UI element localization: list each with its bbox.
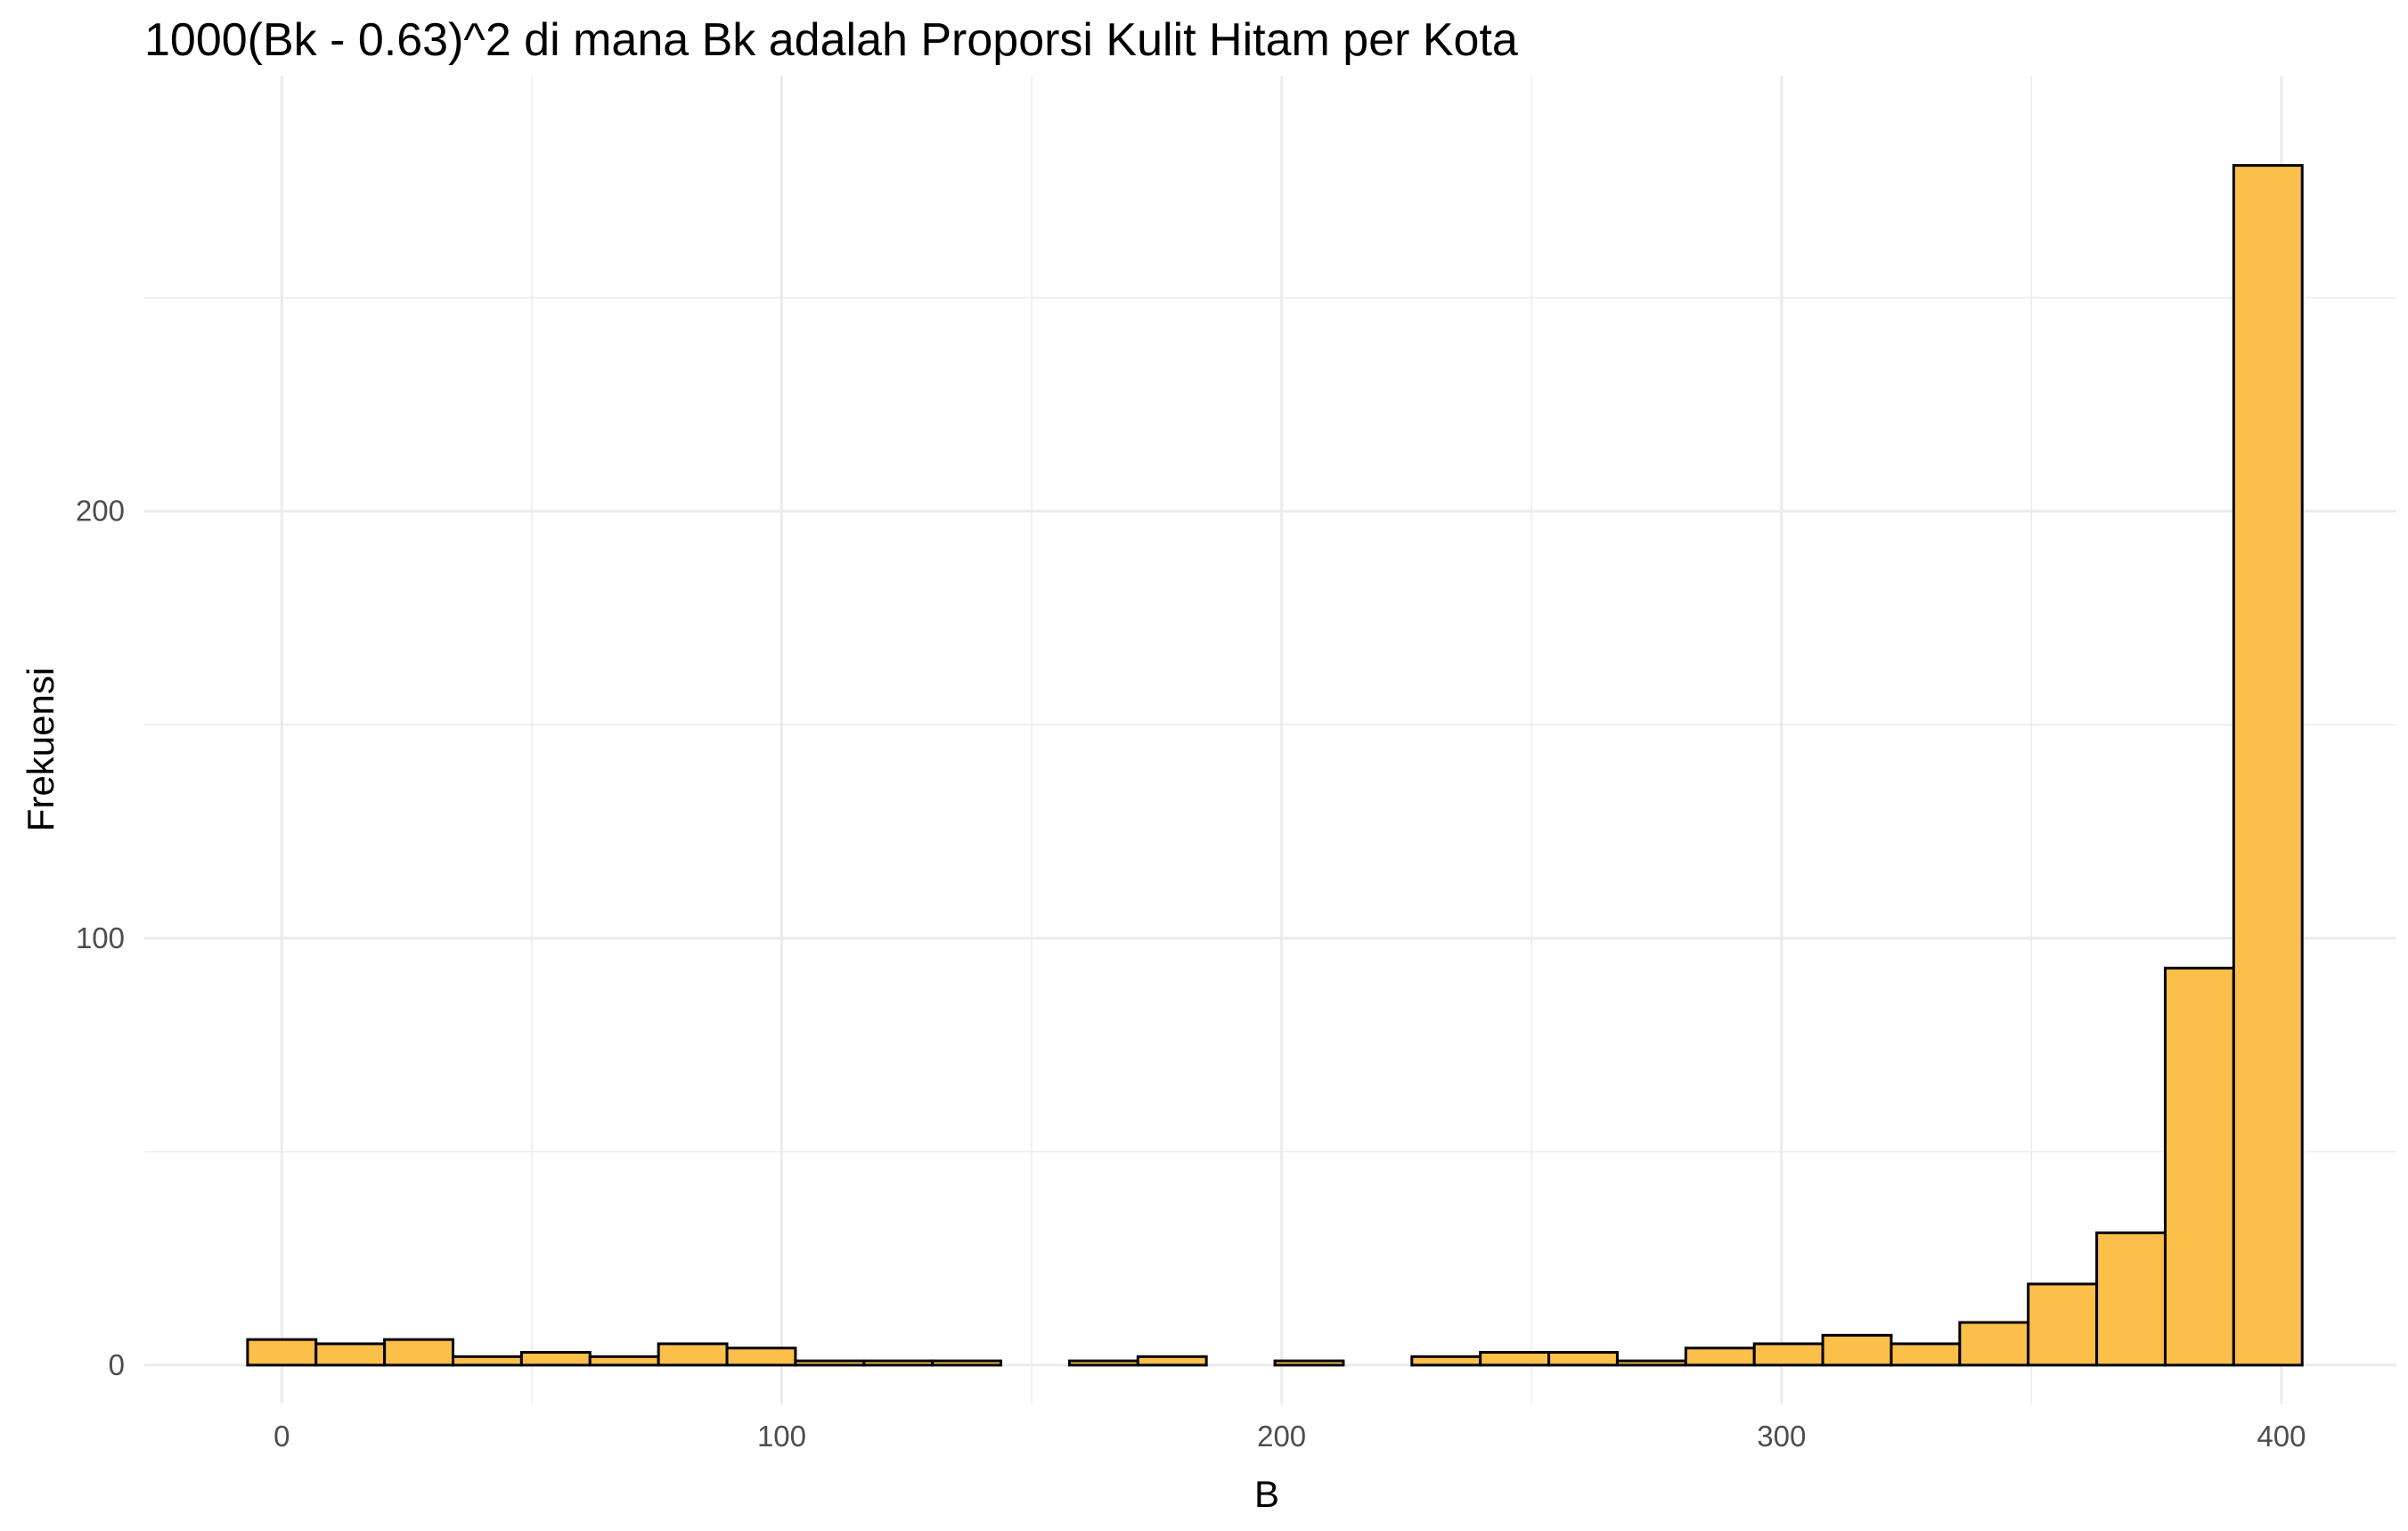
histogram-bar bbox=[2232, 164, 2304, 1367]
histogram-bar bbox=[1273, 1359, 1345, 1367]
bars-layer bbox=[246, 164, 2304, 1367]
histogram-bar bbox=[1067, 1359, 1139, 1367]
histogram-bar bbox=[1479, 1351, 1551, 1367]
histogram-bar bbox=[314, 1342, 387, 1367]
x-tick-label: 300 bbox=[1757, 1420, 1806, 1453]
histogram-bar bbox=[246, 1338, 318, 1367]
histogram-bar bbox=[383, 1338, 455, 1367]
y-axis-title: Frekuensi bbox=[20, 667, 61, 831]
histogram-bar bbox=[794, 1359, 866, 1367]
tick-labels: 0 100 200 300 400 0 100 200 bbox=[76, 495, 2306, 1453]
histogram-bar bbox=[588, 1355, 660, 1367]
histogram-bar bbox=[1958, 1321, 2030, 1367]
x-tick-label: 0 bbox=[273, 1420, 290, 1453]
histogram-bar bbox=[657, 1342, 729, 1367]
histogram-bar bbox=[1684, 1347, 1756, 1367]
x-tick-label: 200 bbox=[1257, 1420, 1306, 1453]
x-axis-title: B bbox=[1254, 1473, 1279, 1515]
y-tick-label: 200 bbox=[76, 495, 125, 528]
histogram-bar bbox=[1615, 1359, 1687, 1367]
histogram-bar bbox=[452, 1355, 523, 1367]
histogram-bar bbox=[862, 1359, 935, 1367]
histogram-bar bbox=[2163, 966, 2235, 1367]
x-tick-label: 400 bbox=[2257, 1420, 2306, 1453]
y-tick-label: 100 bbox=[76, 921, 125, 954]
histogram-bar bbox=[931, 1359, 1003, 1367]
x-tick-label: 100 bbox=[757, 1420, 806, 1453]
histogram-bar bbox=[1410, 1355, 1482, 1367]
y-tick-label: 0 bbox=[109, 1348, 125, 1381]
histogram-bar bbox=[2027, 1282, 2099, 1367]
histogram-bar bbox=[725, 1347, 797, 1367]
grid-layer bbox=[144, 76, 2396, 1404]
histogram-bar bbox=[519, 1351, 592, 1367]
histogram-bar bbox=[1547, 1351, 1619, 1367]
histogram-bar bbox=[1890, 1342, 1962, 1367]
histogram-bar bbox=[2095, 1231, 2167, 1367]
chart-title: 1000(Bk - 0.63)^2 di mana Bk adalah Prop… bbox=[144, 14, 1518, 66]
histogram-bar bbox=[1752, 1342, 1824, 1367]
histogram-bar bbox=[1136, 1355, 1208, 1367]
histogram-bar bbox=[1821, 1333, 1893, 1367]
